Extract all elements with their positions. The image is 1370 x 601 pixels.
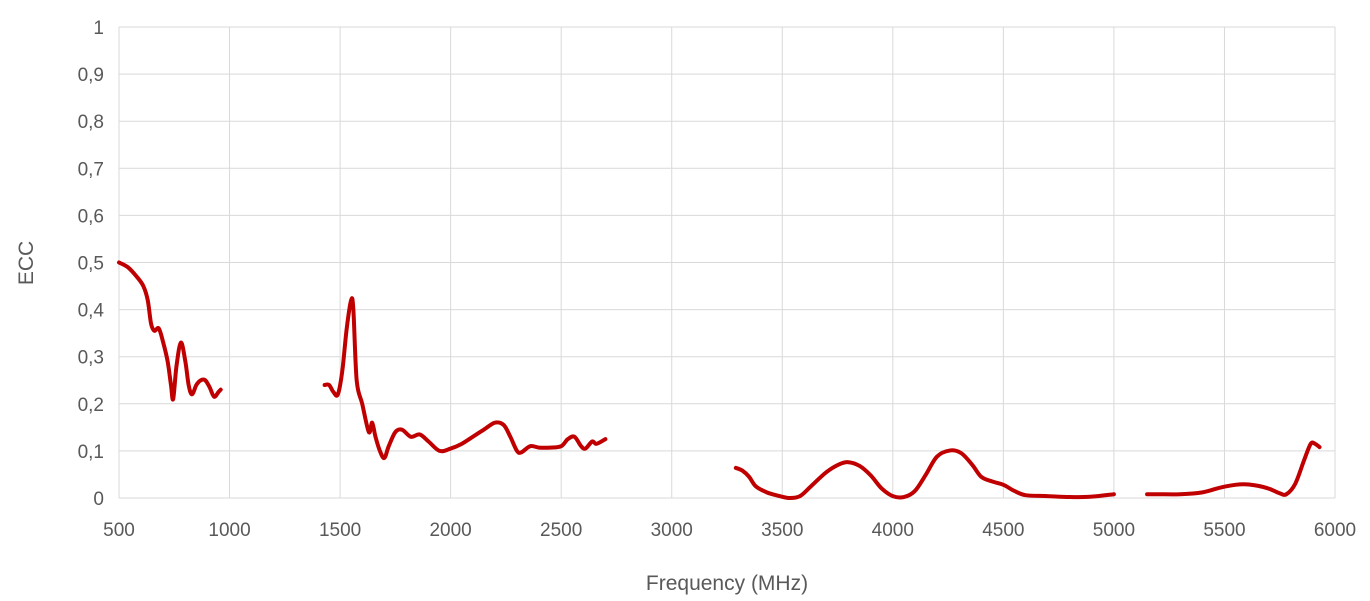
x-tick-label: 5000: [1093, 520, 1135, 541]
x-tick-label: 6000: [1314, 520, 1356, 541]
x-tick-label: 4000: [872, 520, 914, 541]
y-tick-label: 0,8: [78, 112, 104, 133]
y-tick-label: 0,5: [78, 254, 104, 275]
ecc-series-line-2: [322, 296, 608, 461]
x-tick-label: 3500: [761, 520, 803, 541]
grid: [118, 26, 1336, 499]
x-tick-label: 500: [103, 520, 135, 541]
y-tick-label: 0,7: [78, 159, 104, 180]
y-tick-label: 1: [93, 18, 104, 39]
x-tick-label: 1000: [208, 520, 250, 541]
series-lines: [117, 260, 1322, 501]
x-tick-label: 3000: [651, 520, 693, 541]
y-tick-label: 0,2: [78, 395, 104, 416]
ecc-series-line-4: [1145, 440, 1322, 497]
x-tick-label: 2500: [540, 520, 582, 541]
x-tick-label: 2000: [429, 520, 471, 541]
x-tick-label: 1500: [319, 520, 361, 541]
y-axis-title: ECC: [15, 241, 38, 285]
y-tick-label: 0,4: [78, 301, 105, 322]
tick-labels: 500 1000 1500 2000 2500 3000 3500 4000 4500 5000 5…: [78, 18, 1357, 541]
y-tick-label: 0,3: [78, 348, 104, 369]
ecc-series-line-3: [733, 448, 1116, 501]
x-tick-label: 4500: [982, 520, 1024, 541]
y-tick-label: 0: [93, 489, 104, 510]
x-axis-title: Frequency (MHz): [646, 572, 808, 595]
y-tick-label: 0,9: [78, 65, 104, 86]
y-tick-label: 0,1: [78, 442, 104, 463]
y-tick-label: 0,6: [78, 206, 104, 227]
x-tick-label: 5500: [1203, 520, 1245, 541]
ecc-series-line-1: [117, 260, 223, 402]
